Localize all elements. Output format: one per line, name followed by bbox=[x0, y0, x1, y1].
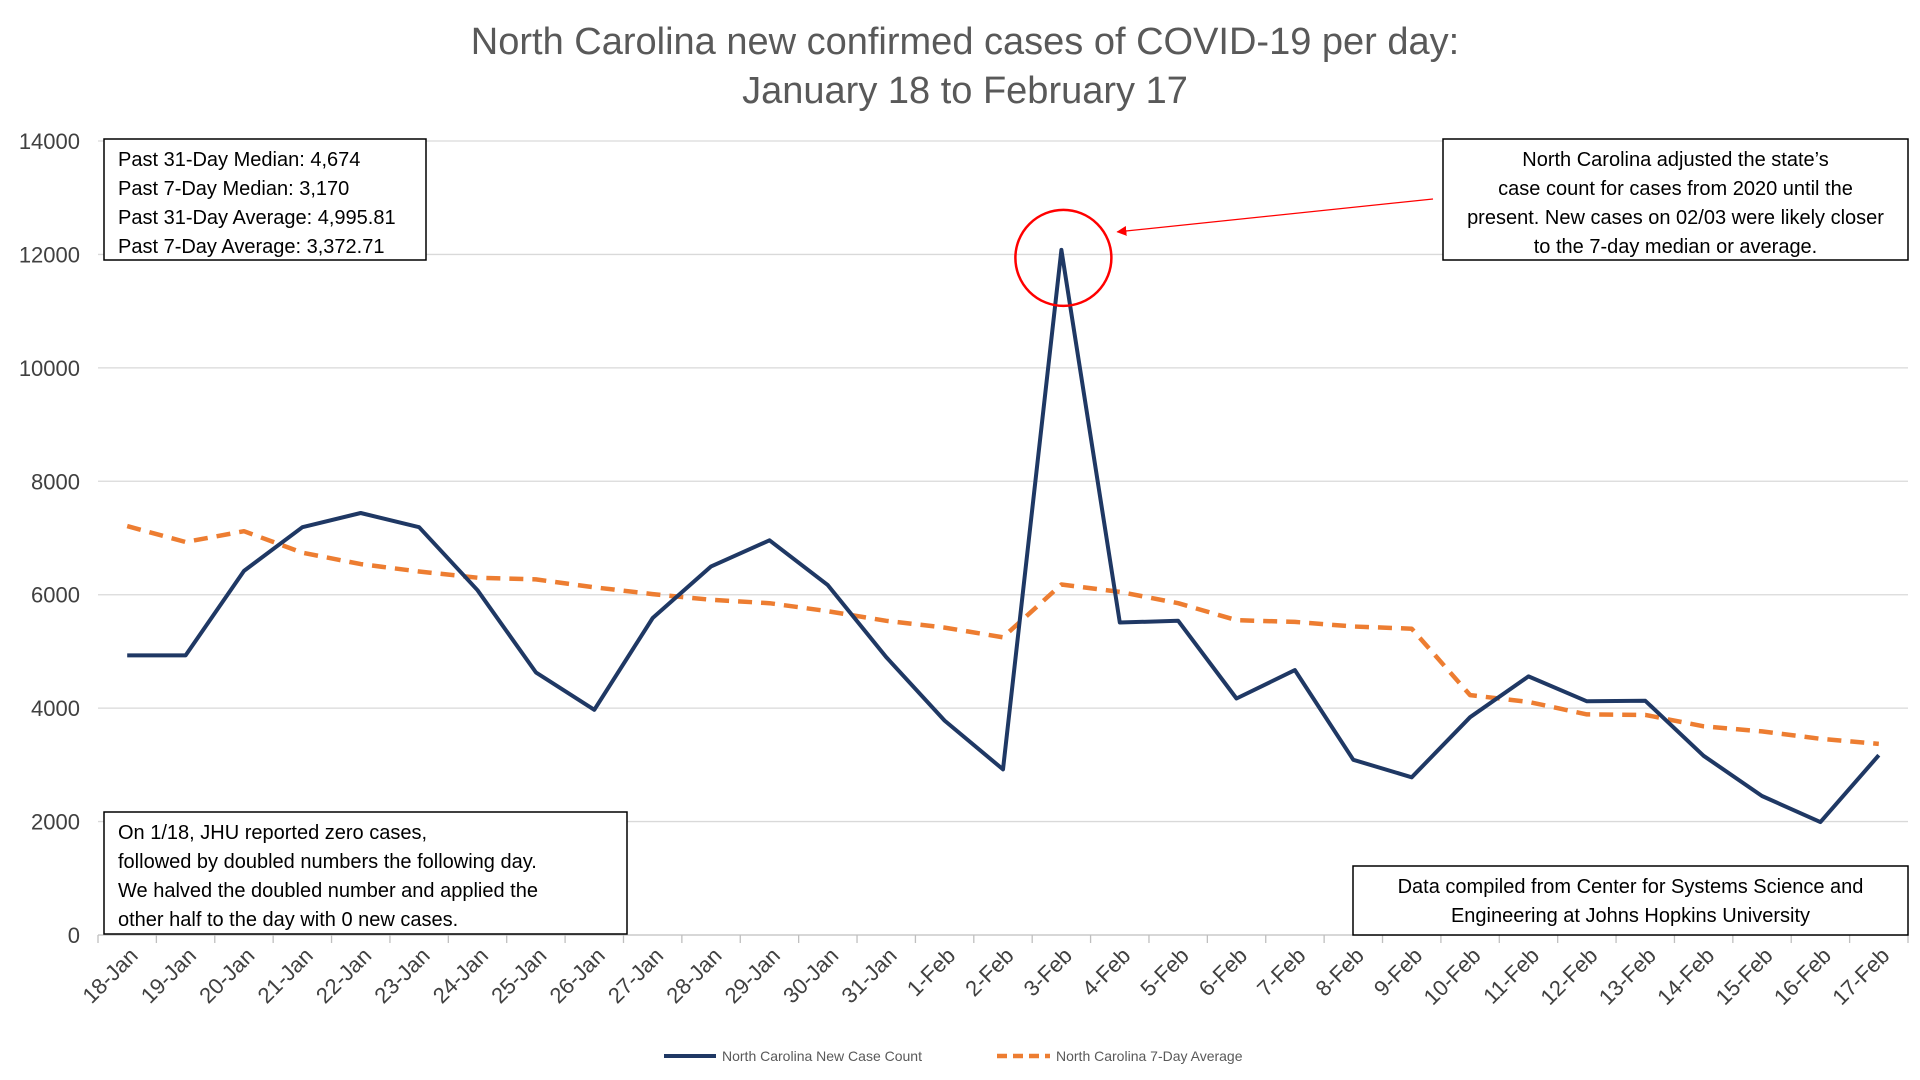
y-tick-label: 12000 bbox=[19, 242, 80, 267]
x-tick-label: 5-Feb bbox=[1135, 943, 1193, 1001]
x-tick-label: 20-Jan bbox=[194, 943, 259, 1008]
legend-label-new-cases: North Carolina New Case Count bbox=[722, 1048, 922, 1064]
x-tick-label: 11-Feb bbox=[1478, 943, 1544, 1009]
x-tick-label: 15-Feb bbox=[1711, 943, 1778, 1010]
source-note-box-frame bbox=[1352, 865, 1909, 936]
x-axis: 18-Jan19-Jan20-Jan21-Jan22-Jan23-Jan24-J… bbox=[77, 935, 1909, 1010]
y-tick-label: 14000 bbox=[19, 129, 80, 154]
x-tick-label: 26-Jan bbox=[545, 943, 610, 1008]
adjustment-note-box-line: present. New cases on 02/03 were likely … bbox=[1467, 207, 1884, 229]
y-tick-label: 2000 bbox=[31, 810, 80, 835]
stats-box: Past 31-Day Median: 4,674 Past 7-Day Medi… bbox=[103, 138, 427, 261]
source-note-box-line: Data compiled from Center for Systems Sc… bbox=[1398, 876, 1864, 898]
series-line-7day-average bbox=[126, 523, 1879, 747]
x-tick-label: 16-Feb bbox=[1769, 943, 1836, 1010]
x-tick-label: 12-Feb bbox=[1535, 943, 1602, 1010]
x-tick-label: 24-Jan bbox=[428, 943, 493, 1008]
x-tick-label: 29-Jan bbox=[720, 943, 785, 1008]
x-tick-label: 28-Jan bbox=[661, 943, 726, 1008]
x-tick-label: 3-Feb bbox=[1019, 943, 1077, 1001]
jhu-note-box-line: We halved the doubled number and applied… bbox=[118, 880, 538, 902]
x-tick-label: 31-Jan bbox=[837, 943, 902, 1008]
y-tick-label: 10000 bbox=[19, 356, 80, 381]
chart-title-line-2: January 18 to February 17 bbox=[742, 70, 1188, 112]
x-tick-label: 13-Feb bbox=[1594, 943, 1661, 1010]
jhu-note-box: On 1/18, JHU reported zero cases, followe… bbox=[103, 811, 628, 935]
x-tick-label: 8-Feb bbox=[1311, 943, 1369, 1001]
stats-box-line: Past 7-Day Median: 3,170 bbox=[118, 178, 349, 200]
adjustment-note-box-line: case count for cases from 2020 until the bbox=[1498, 178, 1853, 200]
annotation-arrow bbox=[1116, 198, 1434, 236]
x-tick-label: 22-Jan bbox=[311, 943, 376, 1008]
x-tick-label: 6-Feb bbox=[1194, 943, 1252, 1001]
stats-box-line: Past 31-Day Median: 4,674 bbox=[118, 149, 360, 171]
jhu-note-box-frame bbox=[103, 811, 628, 935]
spike-highlight-circle bbox=[1014, 208, 1113, 308]
stats-box-line: Past 31-Day Average: 4,995.81 bbox=[118, 207, 396, 229]
jhu-note-box-line: other half to the day with 0 new cases. bbox=[118, 909, 458, 931]
stats-box-frame bbox=[103, 138, 427, 261]
x-tick-label: 1-Feb bbox=[902, 943, 960, 1001]
jhu-note-box-line: followed by doubled numbers the followin… bbox=[118, 851, 537, 873]
source-note-box: Data compiled from Center for Systems Sc… bbox=[1352, 865, 1909, 936]
x-tick-label: 2-Feb bbox=[960, 943, 1018, 1001]
x-tick-label: 14-Feb bbox=[1652, 943, 1719, 1010]
adjustment-note-box: North Carolina adjusted the state’s case … bbox=[1442, 138, 1909, 261]
x-tick-label: 30-Jan bbox=[778, 943, 843, 1008]
jhu-note-box-line: On 1/18, JHU reported zero cases, bbox=[118, 822, 427, 844]
chart-title-line-1: North Carolina new confirmed cases of CO… bbox=[471, 21, 1459, 63]
adjustment-note-box-frame bbox=[1442, 138, 1909, 261]
x-tick-label: 4-Feb bbox=[1077, 943, 1135, 1001]
series-line-new-cases bbox=[127, 247, 1881, 825]
x-tick-label: 7-Feb bbox=[1252, 943, 1310, 1001]
x-tick-label: 27-Jan bbox=[603, 943, 668, 1008]
x-tick-label: 10-Feb bbox=[1419, 943, 1486, 1010]
y-tick-label: 6000 bbox=[31, 583, 80, 608]
x-tick-label: 17-Feb bbox=[1827, 943, 1894, 1010]
series-lines bbox=[126, 247, 1881, 825]
adjustment-note-box-line: to the 7-day median or average. bbox=[1534, 236, 1818, 258]
y-tick-label: 4000 bbox=[31, 696, 80, 721]
y-tick-label: 8000 bbox=[31, 469, 80, 494]
y-axis: 0 2000 4000 6000 8000 10000 12000 14000 bbox=[19, 129, 80, 948]
x-tick-label: 19-Jan bbox=[136, 943, 201, 1008]
x-tick-label: 21-Jan bbox=[253, 943, 318, 1008]
legend-label-7day-average: North Carolina 7-Day Average bbox=[1056, 1048, 1243, 1064]
legend: North Carolina New Case Count North Carol… bbox=[664, 1048, 1243, 1064]
x-tick-label: 25-Jan bbox=[486, 943, 551, 1008]
x-tick-label: 18-Jan bbox=[77, 943, 142, 1008]
stats-box-line: Past 7-Day Average: 3,372.71 bbox=[118, 236, 384, 258]
y-tick-label: 0 bbox=[68, 923, 80, 948]
source-note-box-line: Engineering at Johns Hopkins University bbox=[1451, 905, 1810, 927]
adjustment-note-box-line: North Carolina adjusted the state’s bbox=[1522, 149, 1828, 171]
annotations: Past 31-Day Median: 4,674 Past 7-Day Medi… bbox=[103, 138, 1909, 936]
x-tick-label: 23-Jan bbox=[369, 943, 434, 1008]
